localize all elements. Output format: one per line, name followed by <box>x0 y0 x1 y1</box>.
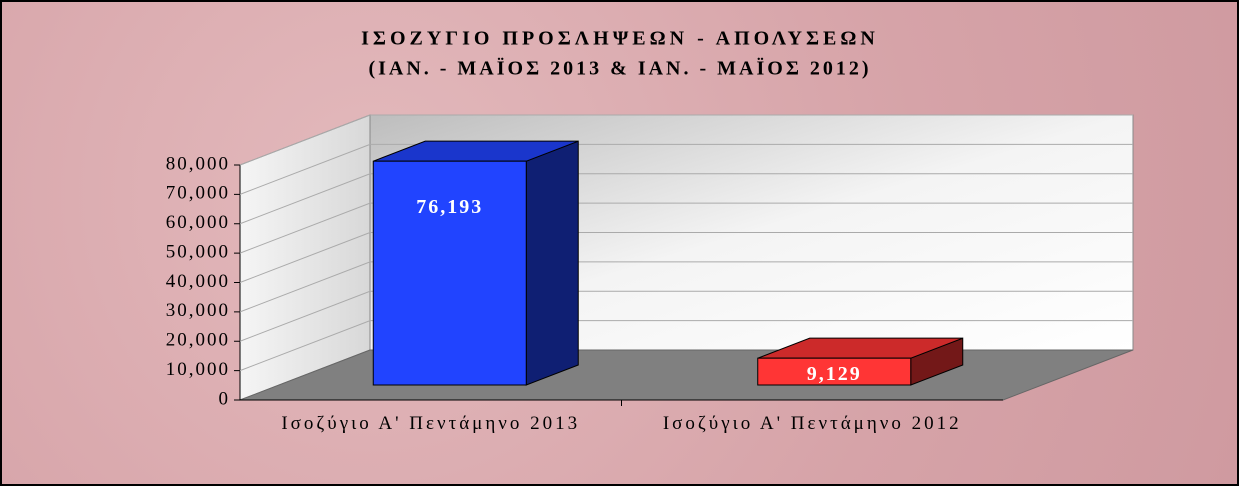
grid-line <box>239 173 1133 225</box>
chart-subtitle: (ΙΑΝ. - ΜΑΪΟΣ 2013 & ΙΑΝ. - ΜΑΪΟΣ 2012) <box>368 57 871 80</box>
bar-side <box>525 140 579 386</box>
bar <box>757 357 912 386</box>
y-tick-label: 40,000 <box>166 271 230 292</box>
y-tick-label: 20,000 <box>166 330 230 351</box>
y-tick-label: 60,000 <box>166 212 230 233</box>
grid-line <box>239 143 1133 195</box>
x-tick-label: Ισοζύγιο Α' Πεντάμηνο 2013 <box>281 413 581 434</box>
y-tick-label: 10,000 <box>166 359 230 380</box>
data-label: 76,193 <box>416 196 483 218</box>
y-tick-label: 30,000 <box>166 300 230 321</box>
grid-line <box>239 232 1133 283</box>
y-tick-label: 50,000 <box>166 241 230 262</box>
grid-line <box>239 114 1133 166</box>
y-tick-label: 0 <box>219 388 231 409</box>
y-tick-label: 80,000 <box>166 153 230 174</box>
grid-line <box>239 290 1133 342</box>
grid-line <box>239 202 1133 254</box>
bar <box>372 160 527 386</box>
grid-line <box>239 261 1133 313</box>
grid-line <box>239 320 1133 372</box>
y-tick-label: 70,000 <box>166 183 230 204</box>
x-tick-label: Ισοζύγιο Α' Πεντάμηνο 2012 <box>662 413 962 434</box>
chart-title: ΙΣΟΖΥΓΙΟ ΠΡΟΣΛΗΨΕΩΝ - ΑΠΟΛΥΣΕΩΝ <box>361 28 879 50</box>
data-label: 9,129 <box>807 363 862 385</box>
